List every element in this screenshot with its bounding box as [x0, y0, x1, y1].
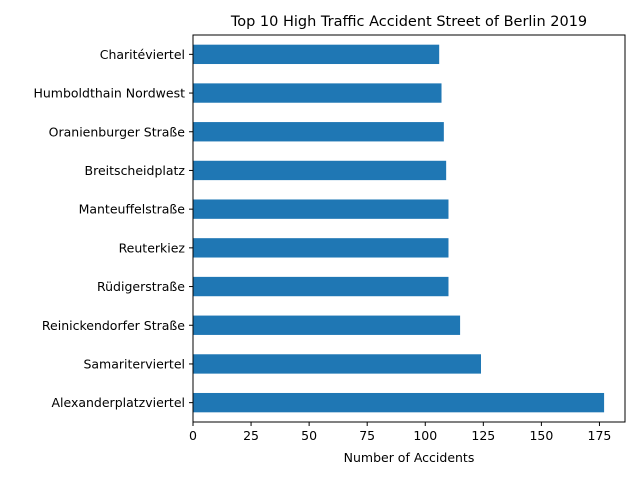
bar-5 [193, 199, 449, 219]
x-tick-label: 50 [301, 428, 317, 443]
y-axis: Alexanderplatzviertel Samariterviertel Rei… [33, 47, 193, 410]
x-axis-label: Number of Accidents [344, 450, 475, 465]
x-tick-label: 175 [588, 428, 612, 443]
bar-4 [193, 238, 449, 258]
y-tick-label: Charitéviertel [100, 47, 185, 62]
y-tick-label: Humboldthain Nordwest [33, 86, 185, 101]
y-tick-label: Breitscheidplatz [85, 163, 186, 178]
y-tick-label: Samariterviertel [83, 356, 185, 371]
bar-6 [193, 160, 447, 181]
y-tick-label: Reinickendorfer Straße [42, 318, 185, 333]
bar-9 [193, 44, 440, 65]
bar-7 [193, 122, 444, 142]
plot-frame [192, 34, 626, 423]
bar-1 [193, 354, 481, 374]
bar-0 [193, 392, 605, 413]
y-tick-label: Alexanderplatzviertel [51, 395, 185, 410]
x-tick-label: 100 [413, 428, 437, 443]
y-tick-label: Manteuffelstraße [79, 202, 186, 217]
x-axis: 0 25 50 75 100 125 150 175 [189, 422, 611, 443]
x-tick-label: 0 [189, 428, 197, 443]
bar-3 [193, 276, 449, 297]
y-tick-label: Reuterkiez [119, 240, 186, 255]
bar-2 [193, 315, 461, 335]
x-tick-label: 125 [471, 428, 495, 443]
x-tick-label: 25 [243, 428, 259, 443]
x-tick-label: 75 [359, 428, 375, 443]
y-tick-label: Rüdigerstraße [97, 279, 185, 294]
chart-title: Top 10 High Traffic Accident Street of B… [230, 14, 587, 30]
x-tick-label: 150 [529, 428, 553, 443]
y-tick-label: Oranienburger Straße [49, 124, 186, 139]
bar-8 [193, 83, 442, 103]
bars-group [193, 44, 605, 413]
